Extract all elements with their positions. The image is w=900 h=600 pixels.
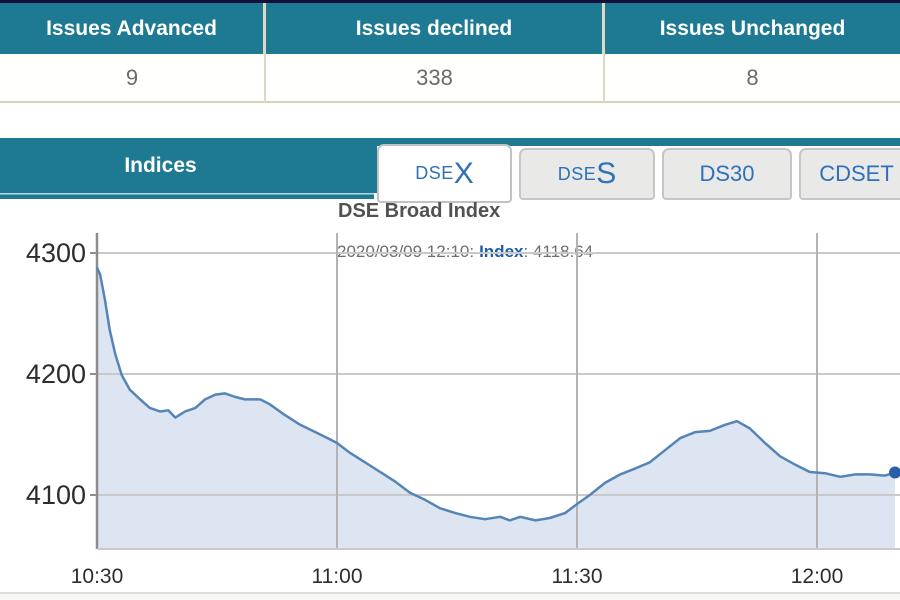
- readout-series-label: Index: [479, 242, 524, 261]
- market-summary-table: Issues Advanced Issues declined Issues U…: [0, 0, 900, 103]
- svg-text:11:30: 11:30: [552, 565, 603, 588]
- value-issues-declined: 338: [266, 54, 605, 103]
- tab-cdset-label: CDSET: [819, 161, 894, 186]
- summary-value-row: 9 338 8: [0, 54, 900, 103]
- header-issues-unchanged: Issues Unchanged: [605, 3, 900, 54]
- indices-panel-top-border: [0, 138, 900, 146]
- bottom-divider: [0, 592, 900, 594]
- tab-dsex[interactable]: DSE X: [377, 144, 512, 203]
- indices-title-underline: [0, 193, 374, 199]
- area-chart-canvas: 4300 4200 4100 10:30 11:00 11:30 12:00: [26, 233, 900, 588]
- index-chart: DSE Broad Index 2020/03/09 12:10: Index: …: [0, 200, 900, 600]
- value-issues-advanced: 9: [0, 54, 266, 103]
- readout-value: : 4118.64: [523, 242, 594, 261]
- tab-dsex-label-suffix: X: [453, 156, 474, 190]
- readout-datetime: 2020/03/09 12:10:: [337, 242, 475, 261]
- header-issues-declined: Issues declined: [266, 3, 605, 54]
- indices-panel-title: Indices: [0, 138, 377, 193]
- header-issues-advanced: Issues Advanced: [0, 3, 266, 54]
- tab-dses-label-prefix: DSE: [557, 163, 597, 184]
- chart-crosshair-readout: 2020/03/09 12:10: Index: 4118.64: [337, 242, 593, 262]
- svg-text:4100: 4100: [26, 480, 86, 510]
- svg-text:10:30: 10:30: [71, 565, 124, 588]
- svg-text:4200: 4200: [26, 359, 86, 389]
- tab-cdset[interactable]: CDSET: [799, 148, 900, 200]
- index-tabs: DSE X DSE S DS30 CDSET: [377, 143, 900, 203]
- indices-title-label: Indices: [124, 153, 197, 177]
- chart-title: DSE Broad Index: [338, 200, 501, 222]
- tab-ds30[interactable]: DS30: [662, 148, 792, 200]
- tab-dses-label-suffix: S: [596, 157, 617, 190]
- value-issues-unchanged: 8: [605, 54, 900, 103]
- tab-dses[interactable]: DSE S: [519, 148, 655, 200]
- tab-ds30-label: DS30: [699, 161, 755, 186]
- summary-header-row: Issues Advanced Issues declined Issues U…: [0, 3, 900, 54]
- svg-text:12:00: 12:00: [791, 565, 844, 588]
- svg-text:4300: 4300: [26, 238, 86, 268]
- tab-dsex-label-prefix: DSE: [415, 163, 454, 183]
- bottom-strip: [0, 594, 900, 600]
- svg-text:11:00: 11:00: [312, 565, 363, 588]
